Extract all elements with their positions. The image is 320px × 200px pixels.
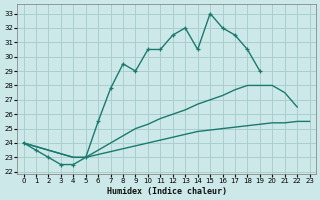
X-axis label: Humidex (Indice chaleur): Humidex (Indice chaleur) [107,187,227,196]
